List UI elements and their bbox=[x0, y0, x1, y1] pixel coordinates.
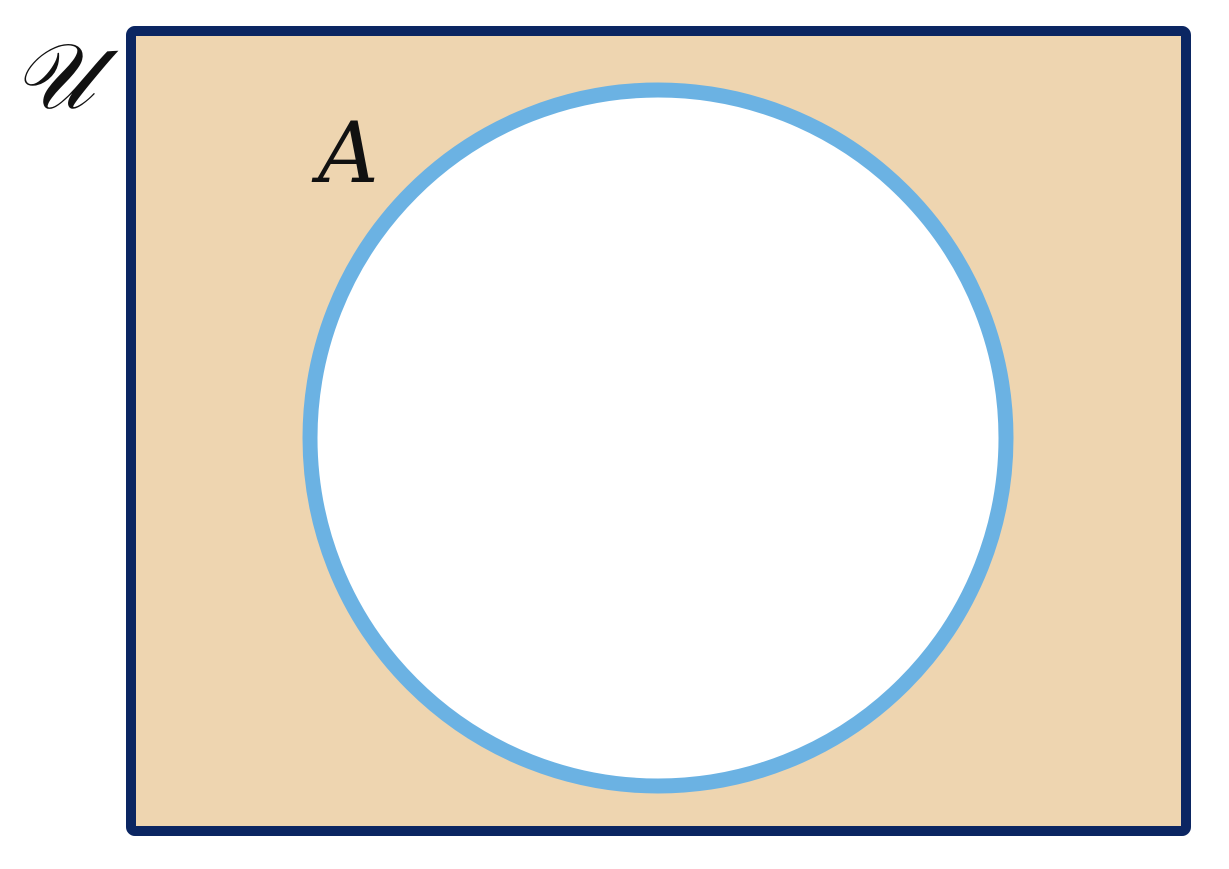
set-a-circle bbox=[302, 82, 1014, 794]
universe-label: 𝒰 bbox=[12, 23, 119, 130]
set-a-label: A bbox=[311, 104, 379, 202]
